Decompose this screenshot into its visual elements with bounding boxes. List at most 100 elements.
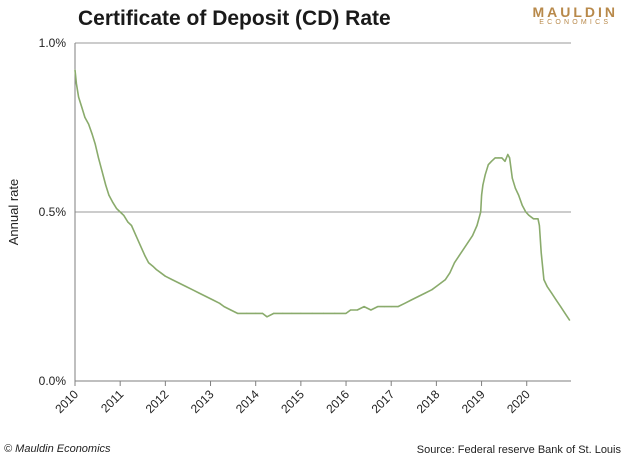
cd-rate-data-point <box>424 292 426 294</box>
cd-rate-data-point <box>171 279 173 281</box>
cd-rate-data-point <box>108 194 110 196</box>
cd-rate-data-point <box>75 83 77 85</box>
cd-rate-data-point <box>537 218 539 220</box>
cd-rate-data-point <box>555 299 557 301</box>
cd-rate-data-point <box>81 106 83 108</box>
y-tick-label: 0.5% <box>39 205 67 219</box>
cd-rate-data-point <box>311 312 313 314</box>
cd-rate-data-point <box>74 69 76 71</box>
x-tick-label: 2013 <box>188 387 217 416</box>
cd-rate-data-point <box>514 187 517 189</box>
cd-rate-data-point <box>237 312 239 314</box>
x-tick-label: 2011 <box>98 387 126 415</box>
cd-rate-data-point <box>97 157 100 159</box>
cd-rate-data-point <box>484 174 486 176</box>
cd-rate-data-point <box>185 285 187 287</box>
cd-rate-data-point <box>282 312 284 314</box>
cd-rate-data-point <box>123 214 125 216</box>
cd-rate-data-point <box>144 255 146 257</box>
cd-rate-data-point <box>444 279 446 281</box>
cd-rate-data-point <box>397 306 399 308</box>
cd-rate-data-point <box>139 245 142 247</box>
cd-rate-data-point <box>551 292 553 294</box>
cd-rate-data-point <box>481 194 483 196</box>
cd-rate-data-point <box>334 312 336 314</box>
copyright-note: © Mauldin Economics <box>4 443 111 455</box>
cd-rate-data-point <box>504 160 506 162</box>
cd-rate-data-point <box>404 302 406 304</box>
cd-rate-data-point <box>569 319 571 321</box>
cd-rate-data-point <box>160 272 162 274</box>
cd-rate-data-point <box>458 255 460 257</box>
cd-rate-data-point <box>509 157 511 159</box>
x-tick-label: 2018 <box>414 387 443 416</box>
cd-rate-data-point <box>155 268 157 271</box>
cd-rate-data-point <box>518 194 520 196</box>
x-tick-label: 2010 <box>52 387 81 416</box>
cd-rate-data-point <box>116 208 118 210</box>
cd-rate-data-point <box>198 292 200 294</box>
cd-rate-data-point <box>164 275 166 277</box>
cd-rate-data-point <box>91 133 93 135</box>
cd-rate-data-point <box>467 241 469 243</box>
cd-rate-data-point <box>564 312 566 314</box>
cd-rate-data-point <box>152 265 154 267</box>
cd-rate-data-point <box>119 211 121 213</box>
y-tick-label: 1.0% <box>39 36 67 50</box>
cd-rate-data-point <box>350 309 352 311</box>
logo-subtitle: ECONOMICS <box>539 19 612 26</box>
cd-rate-data-point <box>560 306 562 308</box>
cd-rate-data-point <box>528 214 530 216</box>
cd-rate-data-point <box>246 312 248 314</box>
cd-rate-data-point <box>410 299 413 301</box>
x-tick-label: 2017 <box>369 387 398 416</box>
cd-rate-data-point <box>255 312 257 314</box>
cd-rate-data-point <box>212 299 214 301</box>
cd-rate-data-point <box>431 289 433 291</box>
cd-rate-data-point <box>205 295 207 298</box>
cd-rate-data-point <box>476 224 478 227</box>
y-tick-label: 0.0% <box>39 374 67 388</box>
x-tick-label: 2015 <box>278 387 307 416</box>
cd-rate-data-point <box>291 312 293 314</box>
x-tick-label: 2020 <box>504 387 533 416</box>
cd-rate-data-point <box>494 157 496 159</box>
cd-rate-data-point <box>511 177 513 179</box>
x-tick-label: 2014 <box>233 387 262 416</box>
cd-rate-data-point <box>383 306 385 308</box>
cd-rate-data-point <box>490 160 493 162</box>
cd-rate-data-point <box>538 224 541 227</box>
cd-rate-data-point <box>135 235 137 237</box>
cd-rate-data-point <box>178 282 180 284</box>
x-tick-label: 2012 <box>143 387 172 416</box>
cd-rate-data-point <box>487 164 489 166</box>
mauldin-logo: MAULDIN ECONOMICS <box>532 4 618 26</box>
cd-rate-data-point <box>440 282 442 284</box>
cd-rate-data-point <box>532 218 535 220</box>
cd-rate-data-point <box>356 309 358 311</box>
cd-rate-data-point <box>322 312 325 314</box>
cd-rate-data-point <box>482 184 484 186</box>
cd-rate-data-point <box>219 302 221 304</box>
cd-rate-data-point <box>546 285 548 287</box>
source-note: Source: Federal reserve Bank of St. Loui… <box>416 444 621 456</box>
cd-rate-data-point <box>94 143 96 145</box>
x-tick-label: 2016 <box>323 387 352 416</box>
cd-rate-data-point <box>370 309 372 311</box>
cd-rate-data-point <box>148 262 150 264</box>
cd-rate-data-point <box>507 153 509 156</box>
chart-title: Certificate of Deposit (CD) Rate <box>78 7 391 30</box>
cd-rate-data-point <box>78 96 80 98</box>
cd-rate-data-point <box>101 170 103 172</box>
cd-rate-data-point <box>111 201 114 203</box>
cd-rate-data-point <box>390 306 392 308</box>
cd-rate-data-point <box>480 211 482 213</box>
x-tick-label: 2019 <box>459 387 488 416</box>
cd-rate-data-point <box>543 279 545 281</box>
cd-rate-data-point <box>127 221 129 223</box>
cd-rate-data-point <box>471 235 474 237</box>
cd-rate-data-point <box>435 285 437 287</box>
cd-rate-data-point <box>345 312 347 314</box>
cd-rate-data-point <box>540 252 542 254</box>
